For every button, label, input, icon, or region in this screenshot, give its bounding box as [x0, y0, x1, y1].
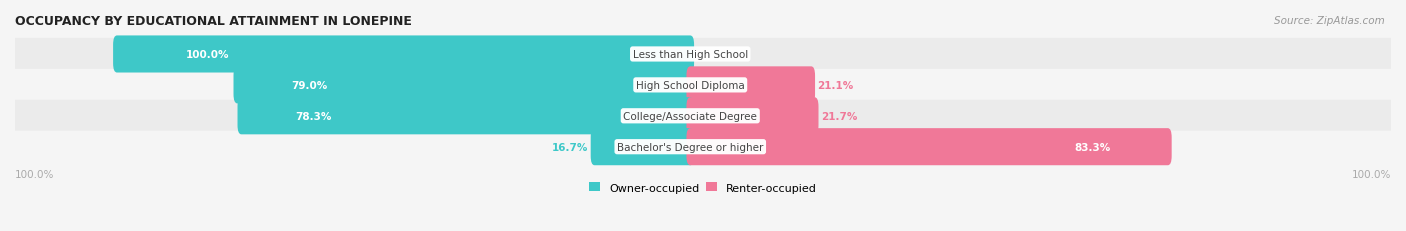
FancyBboxPatch shape [686, 98, 818, 135]
FancyBboxPatch shape [14, 39, 1392, 71]
FancyBboxPatch shape [686, 67, 815, 104]
Text: High School Diploma: High School Diploma [636, 81, 745, 91]
Text: Bachelor's Degree or higher: Bachelor's Degree or higher [617, 142, 763, 152]
Text: 100.0%: 100.0% [1351, 169, 1391, 179]
FancyBboxPatch shape [238, 98, 695, 135]
Text: OCCUPANCY BY EDUCATIONAL ATTAINMENT IN LONEPINE: OCCUPANCY BY EDUCATIONAL ATTAINMENT IN L… [15, 15, 412, 28]
FancyBboxPatch shape [14, 100, 1392, 132]
Legend: Owner-occupied, Renter-occupied: Owner-occupied, Renter-occupied [589, 183, 817, 193]
FancyBboxPatch shape [14, 131, 1392, 163]
Text: 21.1%: 21.1% [818, 81, 853, 91]
Text: 78.3%: 78.3% [295, 111, 332, 121]
FancyBboxPatch shape [686, 129, 1171, 166]
Text: 100.0%: 100.0% [15, 169, 55, 179]
Text: Source: ZipAtlas.com: Source: ZipAtlas.com [1274, 16, 1385, 26]
Text: 100.0%: 100.0% [186, 50, 229, 60]
FancyBboxPatch shape [233, 67, 695, 104]
Text: 79.0%: 79.0% [291, 81, 328, 91]
Text: 21.7%: 21.7% [821, 111, 858, 121]
Text: 16.7%: 16.7% [551, 142, 588, 152]
Text: 83.3%: 83.3% [1074, 142, 1111, 152]
Text: Less than High School: Less than High School [633, 50, 748, 60]
FancyBboxPatch shape [112, 36, 695, 73]
FancyBboxPatch shape [14, 70, 1392, 101]
FancyBboxPatch shape [591, 129, 695, 166]
Text: College/Associate Degree: College/Associate Degree [623, 111, 758, 121]
